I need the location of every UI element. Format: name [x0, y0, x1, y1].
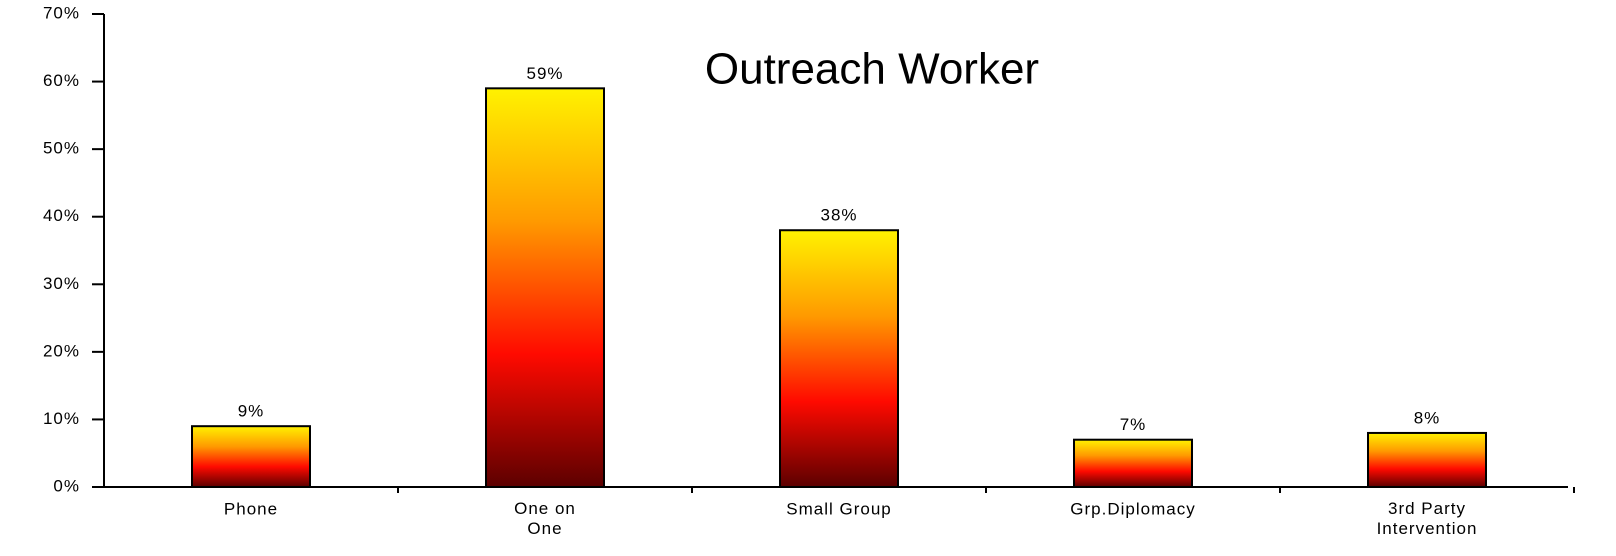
y-tick-label: 20% [43, 341, 80, 360]
data-label: 7% [1120, 415, 1147, 434]
y-tick-label: 30% [43, 274, 80, 293]
y-tick-label: 0% [53, 476, 80, 495]
bar [1367, 431, 1487, 489]
bar [1073, 438, 1193, 489]
bar [779, 229, 899, 488]
bar [191, 425, 311, 488]
chart-title: Outreach Worker [705, 45, 1039, 94]
y-tick-label: 50% [43, 139, 80, 158]
data-label: 8% [1414, 408, 1441, 427]
y-tick-label: 40% [43, 206, 80, 225]
bar [485, 87, 605, 488]
x-tick-label: Grp.Diplomacy [1070, 499, 1195, 518]
x-tick-label: Small Group [786, 499, 891, 518]
x-tick-label: 3rd Party Intervention [1377, 499, 1478, 538]
y-tick-label: 60% [43, 71, 80, 90]
x-tick-label: Phone [224, 499, 278, 518]
x-tick-label: One on One [514, 499, 576, 538]
data-label: 9% [238, 402, 265, 421]
data-label: 59% [526, 64, 563, 83]
data-label: 38% [820, 206, 857, 225]
y-tick-label: 10% [43, 409, 80, 428]
y-tick-label: 70% [43, 3, 80, 22]
